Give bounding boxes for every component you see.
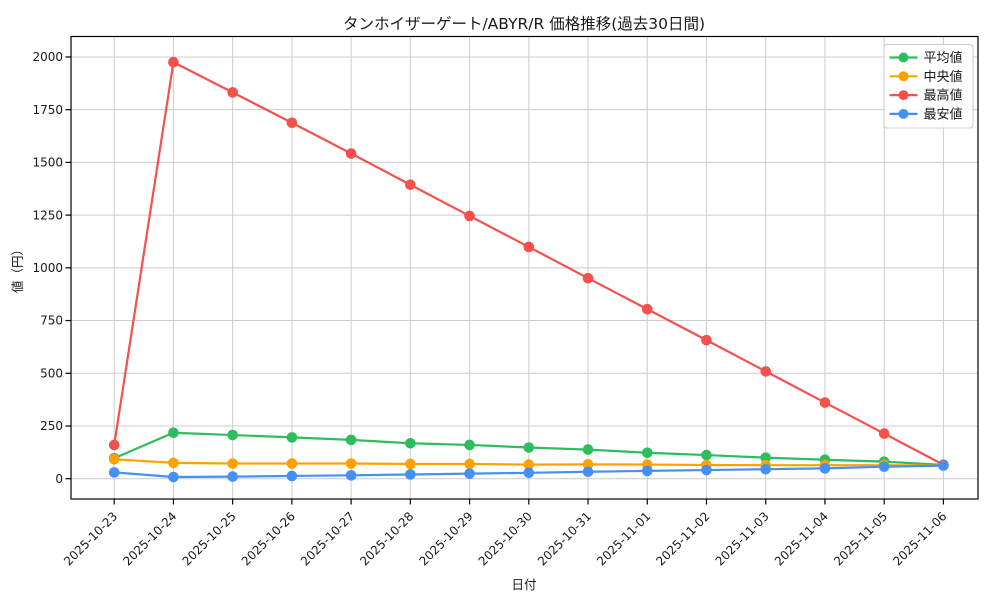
data-point-marker bbox=[701, 334, 712, 346]
data-point-marker bbox=[168, 471, 179, 483]
grid-layer bbox=[71, 36, 978, 499]
data-point-marker bbox=[405, 458, 416, 470]
data-point-marker bbox=[168, 457, 179, 469]
x-tick-label: 2025-11-02 bbox=[653, 509, 712, 568]
x-tick-label: 2025-11-05 bbox=[831, 509, 890, 568]
data-point-marker bbox=[345, 458, 357, 469]
legend-label: 平均値 bbox=[924, 50, 963, 66]
data-point-marker bbox=[938, 460, 949, 471]
legend-marker bbox=[898, 52, 909, 63]
data-point-marker bbox=[701, 449, 712, 461]
legend-item-平均値: 平均値 bbox=[889, 50, 963, 66]
data-point-marker bbox=[108, 453, 120, 465]
data-point-marker bbox=[760, 366, 772, 377]
data-point-marker bbox=[464, 468, 475, 479]
y-axis-label: 値（円） bbox=[10, 243, 25, 293]
legend-item-最安値: 最安値 bbox=[889, 106, 963, 122]
data-point-marker bbox=[641, 447, 653, 459]
data-point-marker bbox=[227, 87, 238, 98]
data-point-marker bbox=[582, 444, 594, 455]
legend-item-最高値: 最高値 bbox=[889, 88, 963, 104]
x-tick-label: 2025-10-24 bbox=[120, 509, 179, 568]
data-point-marker bbox=[286, 432, 298, 443]
x-tick-label: 2025-10-29 bbox=[416, 509, 475, 568]
legend-label: 最高値 bbox=[924, 88, 963, 104]
y-tick-label: 1500 bbox=[32, 156, 63, 170]
data-point-marker bbox=[582, 459, 594, 470]
data-point-marker bbox=[523, 467, 535, 479]
series-layer bbox=[108, 56, 949, 483]
data-point-marker bbox=[701, 464, 712, 476]
legend-label: 最安値 bbox=[924, 106, 963, 122]
y-tick-label: 500 bbox=[40, 366, 63, 380]
y-tick-label: 1750 bbox=[32, 103, 63, 117]
x-tick-label: 2025-10-25 bbox=[180, 509, 239, 568]
data-point-marker bbox=[523, 241, 535, 253]
x-tick-label: 2025-10-30 bbox=[476, 509, 535, 568]
data-point-marker bbox=[227, 471, 238, 482]
data-point-marker bbox=[641, 465, 653, 477]
x-axis-label: 日付 bbox=[511, 577, 536, 592]
data-point-marker bbox=[345, 148, 357, 159]
data-point-marker bbox=[345, 434, 357, 446]
series-最安値 bbox=[108, 460, 949, 483]
legend-marker bbox=[898, 90, 909, 101]
x-tick-label: 2025-11-03 bbox=[713, 509, 772, 568]
data-point-marker bbox=[641, 303, 653, 315]
legend-box bbox=[883, 44, 974, 129]
chart-title: タンホイザーゲート/ABYR/R 価格推移(過去30日間) bbox=[343, 15, 705, 33]
data-point-marker bbox=[168, 56, 179, 68]
x-tick-label: 2025-11-04 bbox=[772, 509, 831, 568]
tick-layer: 0 250 500 750 1000 1250 1500 1750 2000 2025-10-23… bbox=[32, 50, 949, 568]
data-point-marker bbox=[286, 117, 298, 129]
data-point-marker bbox=[760, 463, 772, 475]
data-point-marker bbox=[523, 442, 535, 453]
x-tick-label: 2025-10-28 bbox=[357, 509, 416, 568]
y-tick-label: 250 bbox=[40, 419, 63, 433]
data-point-marker bbox=[819, 397, 831, 408]
y-tick-label: 1000 bbox=[32, 261, 63, 275]
data-point-marker bbox=[582, 272, 594, 284]
legend-marker bbox=[898, 108, 909, 119]
data-point-marker bbox=[878, 428, 890, 439]
y-tick-label: 2000 bbox=[32, 50, 63, 64]
data-point-marker bbox=[464, 210, 475, 222]
y-tick-label: 1250 bbox=[32, 208, 63, 222]
data-point-marker bbox=[523, 459, 535, 470]
y-tick-label: 0 bbox=[55, 472, 63, 486]
data-point-marker bbox=[464, 439, 475, 451]
data-point-marker bbox=[405, 179, 416, 191]
x-tick-label: 2025-10-23 bbox=[61, 509, 120, 568]
data-point-marker bbox=[464, 458, 475, 470]
x-tick-label: 2025-10-27 bbox=[298, 509, 357, 568]
data-point-marker bbox=[168, 427, 179, 439]
data-point-marker bbox=[227, 429, 238, 441]
data-point-marker bbox=[286, 458, 298, 469]
data-point-marker bbox=[405, 469, 416, 480]
legend-marker bbox=[898, 71, 909, 82]
data-point-marker bbox=[286, 470, 298, 482]
data-point-marker bbox=[878, 461, 890, 472]
x-tick-label: 2025-11-01 bbox=[594, 509, 653, 568]
legend-label: 中央値 bbox=[924, 69, 963, 85]
data-point-marker bbox=[405, 437, 416, 449]
x-tick-label: 2025-10-31 bbox=[535, 509, 594, 568]
x-tick-label: 2025-10-26 bbox=[239, 509, 298, 568]
legend-item-中央値: 中央値 bbox=[889, 69, 963, 85]
data-point-marker bbox=[582, 466, 594, 478]
data-point-marker bbox=[760, 452, 772, 463]
x-tick-label: 2025-11-06 bbox=[890, 509, 949, 568]
data-point-marker bbox=[227, 458, 238, 469]
data-point-marker bbox=[345, 470, 357, 481]
data-point-marker bbox=[108, 439, 120, 451]
y-tick-label: 750 bbox=[40, 314, 63, 328]
data-point-marker bbox=[108, 467, 120, 478]
data-point-marker bbox=[819, 463, 831, 474]
